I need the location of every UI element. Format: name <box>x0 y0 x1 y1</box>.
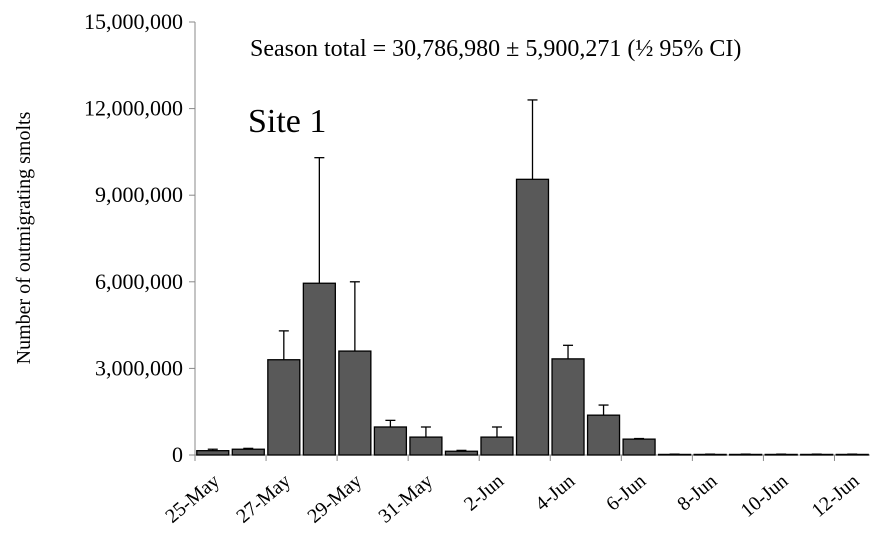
x-tick-label: 10-Jun <box>737 470 793 522</box>
bar <box>586 414 621 456</box>
y-tick-label: 0 <box>172 442 183 467</box>
y-tick-label: 15,000,000 <box>84 9 183 34</box>
bar <box>622 438 656 456</box>
x-tick-label: 25-May <box>161 470 224 528</box>
bar <box>409 436 443 456</box>
bar <box>302 282 336 456</box>
bar <box>729 453 763 456</box>
y-tick-label: 6,000,000 <box>95 269 183 294</box>
bar <box>480 436 514 456</box>
y-tick-label: 3,000,000 <box>95 355 183 380</box>
x-tick-label: 8-Jun <box>673 470 721 515</box>
y-tick-label: 12,000,000 <box>84 96 183 121</box>
bar <box>764 453 798 456</box>
site-label: Site 1 <box>248 103 326 140</box>
x-tick-label: 27-May <box>232 470 295 528</box>
x-tick-label: 6-Jun <box>602 470 650 515</box>
bar <box>657 453 692 456</box>
y-tick-label: 9,000,000 <box>95 182 183 207</box>
bar <box>373 426 408 456</box>
bar <box>835 453 869 456</box>
bar <box>444 450 479 456</box>
bar <box>515 178 550 456</box>
x-tick-label: 2-Jun <box>460 470 508 515</box>
x-tick-label: 12-Jun <box>808 470 864 522</box>
x-tick-label: 29-May <box>303 470 366 528</box>
x-tick-label: 31-May <box>374 470 437 528</box>
bar <box>800 453 834 456</box>
bar <box>338 350 372 456</box>
bar <box>196 450 230 456</box>
bar <box>551 358 585 456</box>
bar <box>231 448 265 456</box>
x-tick-label: 4-Jun <box>531 470 579 515</box>
bar <box>693 453 727 456</box>
bar <box>267 359 301 456</box>
season-total: Season total = 30,786,980 ± 5,900,271 (½… <box>250 36 741 62</box>
y-axis-label: Number of outmigrating smolts <box>13 111 35 364</box>
